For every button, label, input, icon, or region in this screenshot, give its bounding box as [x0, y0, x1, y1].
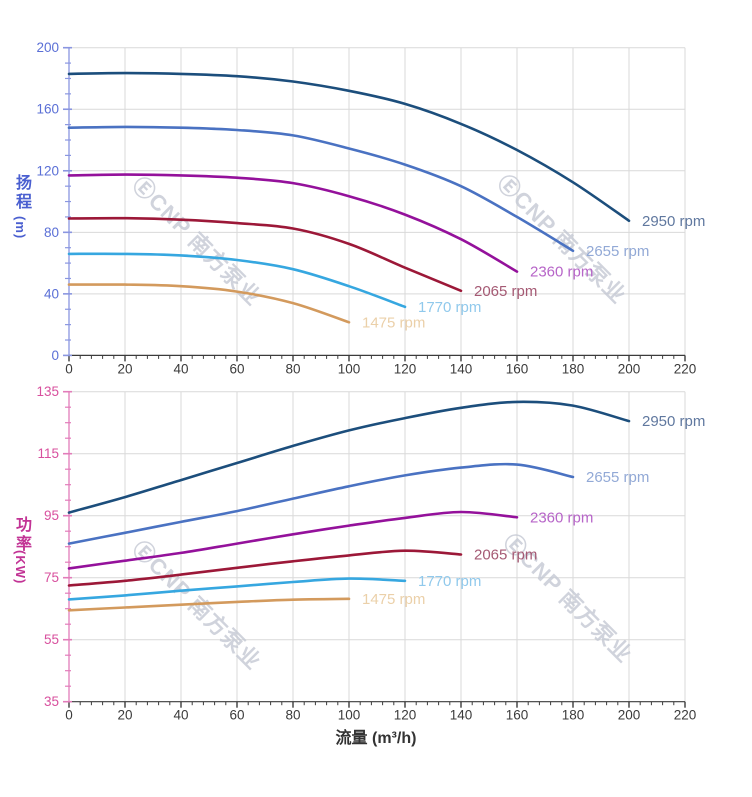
series-curve-1770-rpm: [67, 252, 407, 309]
y-tick-label: 200: [36, 40, 59, 55]
x-tick-label: 60: [229, 708, 244, 723]
series-curve-1770-rpm: [67, 577, 407, 601]
x-tick-label: 200: [618, 361, 641, 376]
series-label-2950-rpm: 2950 rpm: [642, 213, 705, 230]
x-tick-label: 0: [65, 361, 73, 376]
y-tick-label: 35: [44, 694, 59, 709]
x-tick-label: 100: [338, 708, 361, 723]
x-tick-label: 220: [674, 708, 697, 723]
y-tick-label: 135: [36, 384, 59, 399]
x-tick-label: 20: [117, 361, 132, 376]
x-tick-label: 180: [562, 708, 585, 723]
series-curve-2065-rpm: [67, 549, 463, 587]
series-curve-2655-rpm: [67, 125, 575, 253]
x-tick-label: 0: [65, 708, 73, 723]
y-tick-label: 55: [44, 632, 59, 647]
series-curve-2360-rpm: [67, 173, 519, 273]
series-label-2950-rpm: 2950 rpm: [642, 413, 705, 430]
series-label-1770-rpm: 1770 rpm: [418, 573, 481, 590]
axes-layer: 0 20 40 60 80 100 120 140 160 180 200 2200408012016…: [36, 40, 696, 723]
series-label-2655-rpm: 2655 rpm: [586, 469, 649, 486]
series-label-2655-rpm: 2655 rpm: [586, 243, 649, 260]
x-tick-label: 60: [229, 361, 244, 376]
x-tick-label: 40: [173, 708, 188, 723]
watermark: ⒺCNP 南方泵业: [127, 172, 266, 311]
flow-axis-title: 流量 (m³/h): [335, 730, 417, 747]
x-tick-label: 200: [618, 708, 641, 723]
x-tick-label: 120: [394, 708, 417, 723]
y-tick-label: 95: [44, 508, 59, 523]
y-tick-label: 0: [51, 348, 59, 363]
x-tick-label: 160: [506, 361, 529, 376]
series-curve-2360-rpm: [67, 510, 519, 570]
series-curve-2950-rpm: [67, 71, 631, 223]
power-axis-unit: (KW): [13, 550, 28, 585]
y-tick-label: 75: [44, 570, 59, 585]
x-tick-label: 160: [506, 708, 529, 723]
series-curve-2655-rpm: [67, 462, 575, 545]
x-tick-label: 80: [285, 361, 300, 376]
series-label-2360-rpm: 2360 rpm: [530, 509, 593, 526]
y-tick-label: 160: [36, 102, 59, 117]
series-label-1475-rpm: 1475 rpm: [362, 591, 425, 608]
series-curve-1475-rpm: [67, 283, 351, 324]
x-tick-label: 180: [562, 361, 585, 376]
x-tick-label: 120: [394, 361, 417, 376]
power-axis-title: 功率: [13, 516, 30, 554]
series-label-2065-rpm: 2065 rpm: [474, 283, 537, 300]
x-tick-label: 80: [285, 708, 300, 723]
x-tick-label: 220: [674, 361, 697, 376]
series-label-2065-rpm: 2065 rpm: [474, 546, 537, 563]
x-tick-label: 100: [338, 361, 361, 376]
grid-layer: [69, 47, 686, 702]
x-tick-label: 140: [450, 361, 473, 376]
y-tick-label: 40: [44, 286, 59, 301]
series-curve-2065-rpm: [67, 216, 463, 293]
y-tick-label: 80: [44, 225, 59, 240]
head-axis-title: 扬程: [13, 174, 30, 212]
x-tick-label: 40: [173, 361, 188, 376]
y-tick-label: 115: [37, 446, 59, 461]
series-curve-1475-rpm: [67, 597, 351, 612]
x-tick-label: 140: [450, 708, 473, 723]
series-label-1770-rpm: 1770 rpm: [418, 299, 481, 316]
y-tick-label: 120: [36, 163, 59, 178]
series-label-2360-rpm: 2360 rpm: [530, 264, 593, 281]
series-label-1475-rpm: 1475 rpm: [362, 314, 425, 331]
head-axis-unit: (m): [13, 216, 28, 240]
x-tick-label: 20: [117, 708, 132, 723]
series-curve-2950-rpm: [67, 400, 631, 514]
